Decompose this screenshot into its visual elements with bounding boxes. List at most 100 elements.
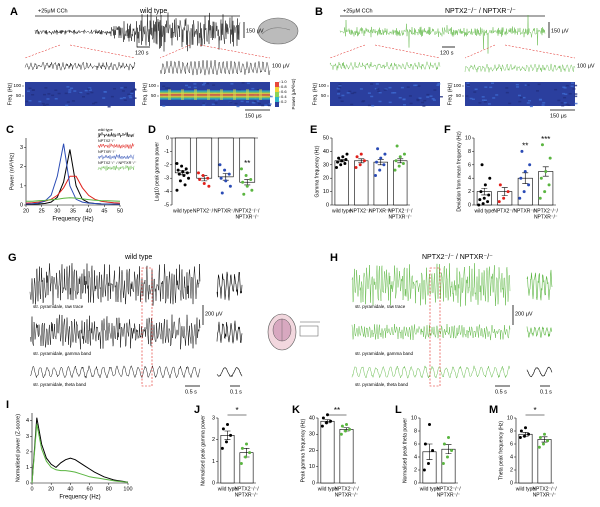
y-tick-label: 3 (20, 145, 23, 151)
spectrogram-cell (130, 91, 134, 93)
data-point (187, 176, 191, 180)
y-tick-label: 0 (312, 480, 315, 486)
spectrogram-cell (423, 99, 427, 102)
data-point (538, 436, 542, 439)
significance: ** (244, 159, 250, 168)
y-tick-label: 40 (323, 149, 329, 155)
spectrogram-cell (505, 91, 509, 94)
data-point (339, 432, 343, 436)
data-point (442, 442, 446, 446)
category-label: NPTXR⁻/⁻ (235, 492, 259, 498)
spectrogram-cell (241, 82, 245, 84)
spectrogram-band (160, 91, 270, 94)
y-tick-label: 4 (26, 418, 29, 424)
colorbar (275, 87, 279, 92)
spectrogram-cell (418, 97, 422, 99)
spectrogram-burst (233, 89, 236, 100)
category-label: NPTX2⁻/⁻/ (235, 208, 260, 214)
spectrogram-cell (123, 99, 127, 101)
data-point (447, 436, 450, 439)
spectrogram-cell (68, 91, 72, 93)
spectrogram-burst (246, 89, 249, 100)
spectrogram-cell (193, 86, 197, 89)
data-point (519, 176, 523, 180)
line-series (31, 423, 129, 484)
spectrogram-cell (31, 89, 35, 91)
spectrogram-cell (203, 82, 207, 84)
condition-title: NPTX2⁻/⁻ / NPTXR⁻/⁻ (422, 254, 493, 261)
spectrogram-cell (43, 93, 46, 96)
data-point (527, 432, 531, 436)
category-label: wild type (475, 208, 495, 214)
zoom-line (69, 44, 136, 59)
spectrogram-cell (70, 87, 74, 89)
y-axis-label: Power (nV²/Hz) (9, 153, 15, 191)
panel-label: I (6, 399, 9, 411)
category-label: wild type (318, 486, 338, 492)
zoom-trace (159, 59, 271, 76)
spectrogram-cell (340, 100, 344, 102)
significance: ** (522, 142, 528, 151)
spectrogram-cell (481, 96, 485, 98)
lfp-trace (351, 263, 511, 307)
category-label: NPTXR⁻/⁻ (335, 492, 359, 498)
spectrogram-cell (26, 90, 30, 92)
y-tick-label: -4 (164, 189, 169, 195)
spectrogram-band (160, 96, 270, 99)
data-point (543, 190, 547, 194)
data-point (422, 468, 426, 472)
category-label: NPTXR⁻/⁻ (214, 208, 238, 214)
spectrogram-cell (252, 102, 256, 104)
spectrogram-cell (230, 83, 234, 85)
spectrogram-cell (121, 90, 125, 92)
data-point (185, 171, 189, 175)
panel-label: E (310, 124, 317, 136)
spectrogram-cell (25, 100, 29, 103)
spectrogram-cell (167, 87, 171, 89)
freq-tick-label: 100 (453, 83, 461, 88)
panel-label: D (148, 124, 156, 136)
spectrogram-cell (542, 102, 546, 104)
y-tick-label: 2 (414, 467, 417, 473)
data-point (344, 157, 348, 161)
legend-label: NPTX2⁻/⁻ / NPTXR⁻/⁻ (98, 161, 136, 165)
spectrogram-cell (469, 97, 473, 100)
spectrogram-cell (362, 100, 366, 102)
data-point (488, 176, 492, 180)
spectrogram-cell (376, 88, 380, 90)
spectrogram-cell (560, 102, 564, 104)
y-tick-label: 0 (20, 202, 23, 208)
spectrogram-cell (201, 84, 205, 86)
trace-label: str. pyramidale, raw trace (33, 304, 84, 309)
condition-title: NPTX2⁻/⁻ / NPTXR⁻/⁻ (445, 8, 516, 15)
y-tick-label: 3 (212, 415, 215, 421)
trace-label: str. pyramidale, gamma band (355, 351, 414, 356)
highlight-box (429, 267, 441, 387)
spectrogram-cell (341, 94, 345, 97)
spectrogram-cell (127, 93, 131, 96)
y-tick-label: 4 (414, 454, 417, 460)
x-axis-label: Frequency (Hz) (59, 495, 100, 501)
spectrogram-cell (519, 96, 523, 99)
category-label: NPTXR⁻/⁻ (437, 492, 461, 498)
spectrogram-cell (88, 87, 92, 89)
spectrogram-cell (554, 88, 558, 91)
spectrogram-cell (400, 86, 404, 89)
error-bar (358, 158, 365, 164)
data-point (487, 193, 491, 197)
spectrogram-cell (212, 84, 216, 86)
category-label: wild type (516, 486, 536, 492)
significance: * (533, 406, 536, 415)
spectrogram-cell (426, 96, 430, 98)
x-tick-label: 0 (30, 486, 33, 492)
y-tick-label: 0 (414, 480, 417, 486)
spectrogram-cell (516, 86, 519, 88)
spectrogram-cell (526, 102, 530, 104)
spectrogram-cell (102, 97, 106, 99)
spectrogram-cell (474, 88, 478, 90)
spectrogram-cell (88, 89, 92, 91)
zoom-trace (526, 326, 553, 338)
freq-tick-label: 50 (456, 93, 462, 98)
y-tick-label: 0 (26, 480, 29, 486)
